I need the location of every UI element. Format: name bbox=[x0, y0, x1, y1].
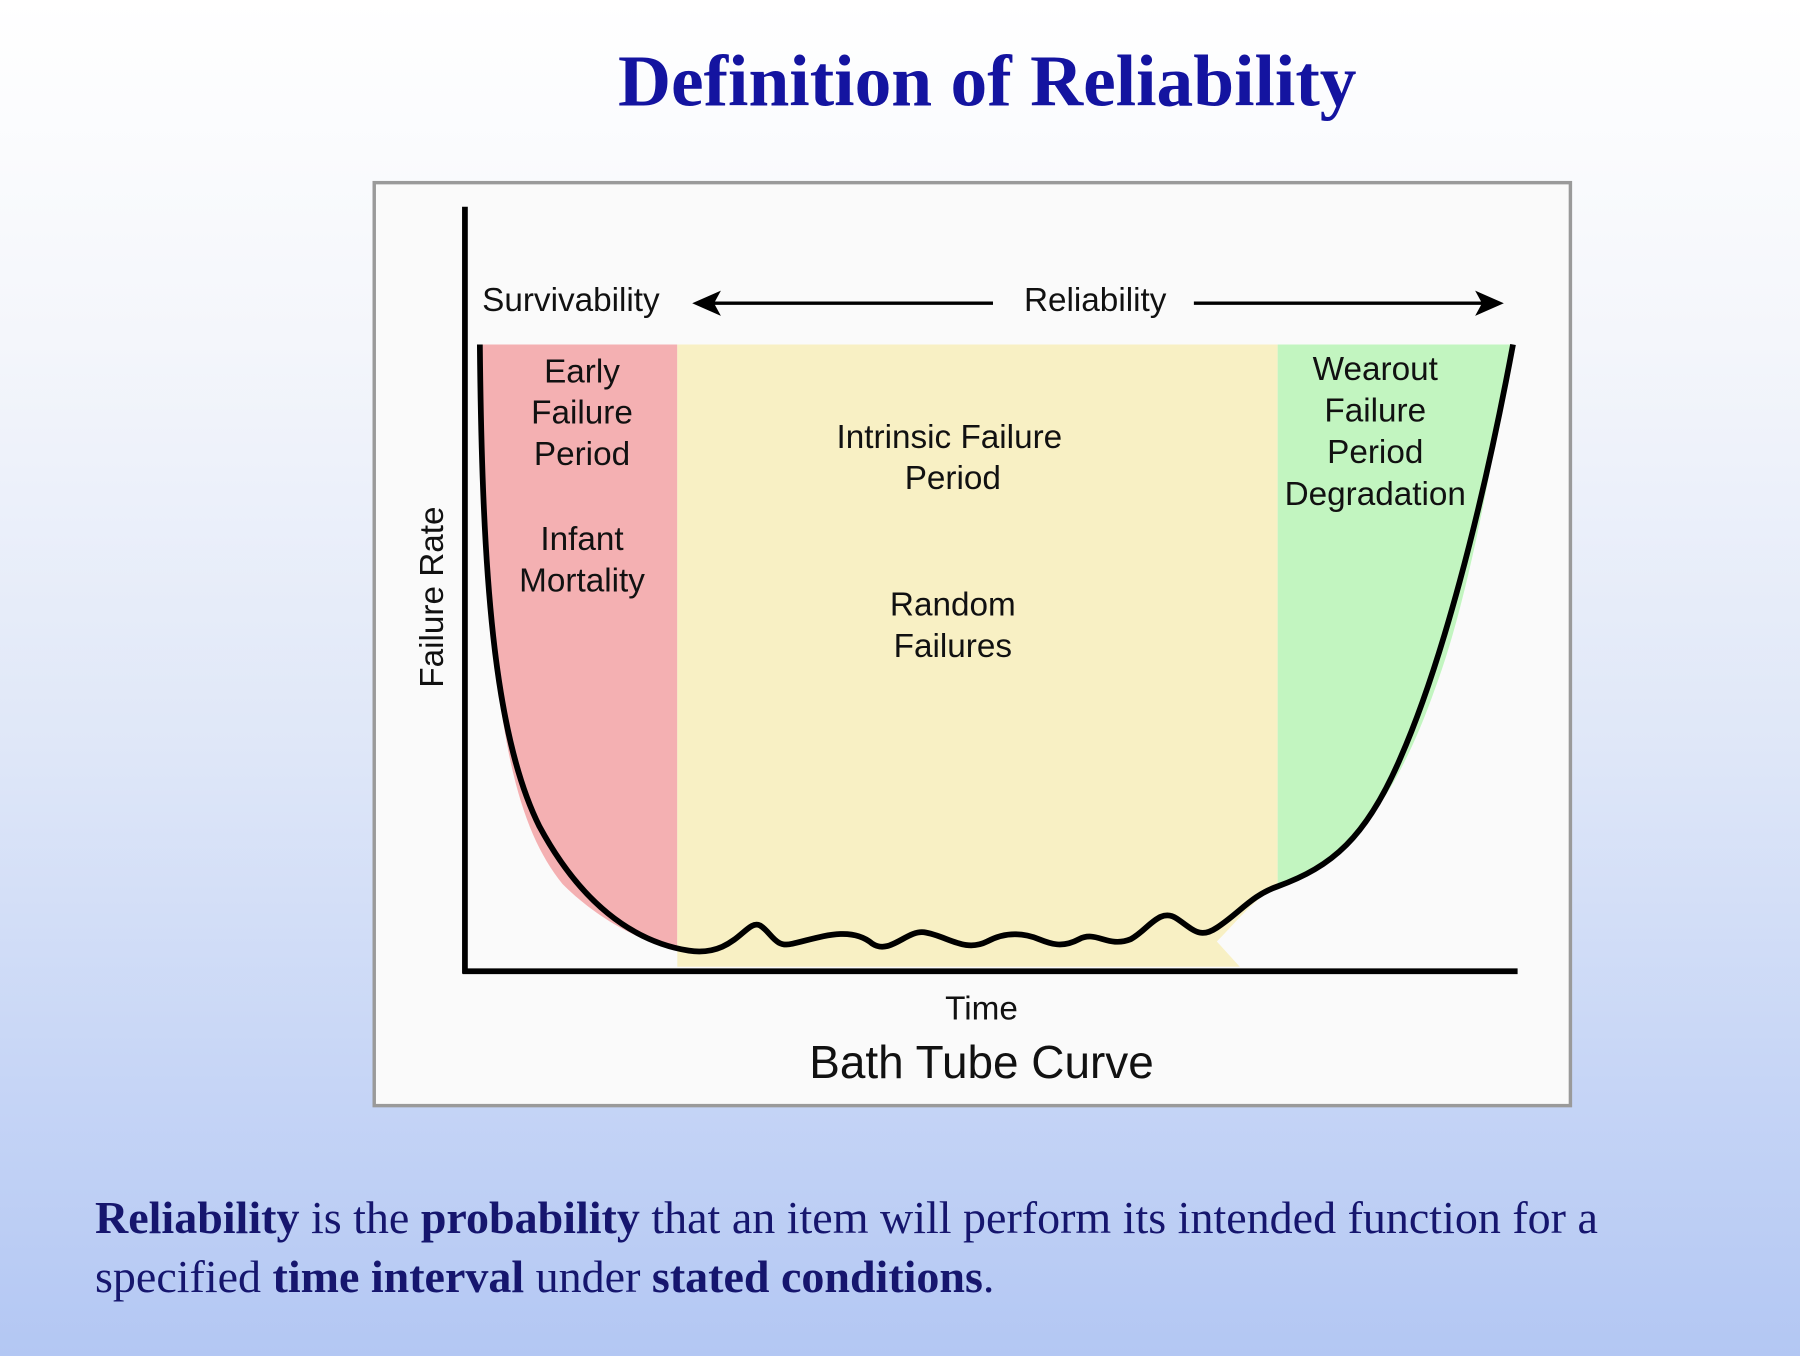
definition-fragment: . bbox=[982, 1251, 995, 1302]
early-sub-line: Mortality bbox=[519, 562, 645, 599]
y-axis-label: Failure Rate bbox=[414, 506, 451, 687]
term-stated-conditions: stated conditions bbox=[651, 1251, 983, 1302]
term-probability: probability bbox=[420, 1192, 640, 1243]
wearout-line: Failure bbox=[1324, 392, 1426, 429]
intrinsic-line: Intrinsic Failure bbox=[837, 419, 1063, 456]
wearout-line: Period bbox=[1327, 434, 1423, 471]
region-intrinsic bbox=[677, 344, 1278, 967]
early-line: Failure bbox=[531, 395, 633, 432]
arrow-right-icon bbox=[1475, 290, 1504, 316]
x-axis-label: Time bbox=[945, 991, 1018, 1028]
intrinsic-sub-line: Failures bbox=[894, 628, 1012, 665]
term-reliability: Reliability bbox=[95, 1192, 300, 1243]
early-failure-text: Early Failure Period Infant Mortality bbox=[519, 353, 645, 599]
early-line: Period bbox=[534, 436, 630, 473]
term-time-interval: time interval bbox=[272, 1251, 525, 1302]
definition-fragment: under bbox=[524, 1251, 652, 1302]
survivability-label: Survivability bbox=[482, 282, 660, 319]
reliability-label: Reliability bbox=[1024, 282, 1167, 319]
arrow-left-icon bbox=[692, 290, 721, 316]
intrinsic-sub-line: Random bbox=[890, 586, 1016, 623]
wearout-line: Wearout bbox=[1313, 351, 1438, 388]
wearout-failure-text: Wearout Failure Period Degradation bbox=[1285, 351, 1466, 513]
bathtub-curve bbox=[476, 343, 1516, 955]
definition-fragment: is the bbox=[299, 1192, 421, 1243]
intrinsic-failure-text: Intrinsic Failure Period Random Failures bbox=[837, 419, 1063, 665]
intrinsic-line: Period bbox=[905, 460, 1001, 497]
wearout-line: Degradation bbox=[1285, 476, 1466, 513]
definition-text: Reliability is the probability that an i… bbox=[95, 1188, 1775, 1306]
early-line: Early bbox=[544, 353, 620, 390]
bathtub-diagram: Survivability Reliability Early Failure … bbox=[372, 180, 1573, 1108]
slide-title: Definition of Reliability bbox=[618, 41, 1357, 122]
region-wearout bbox=[1277, 344, 1514, 887]
definition-fragment: that an item will perform its intended f… bbox=[95, 1192, 1598, 1302]
diagram-caption: Bath Tube Curve bbox=[809, 1036, 1154, 1088]
early-sub-line: Infant bbox=[540, 521, 623, 558]
